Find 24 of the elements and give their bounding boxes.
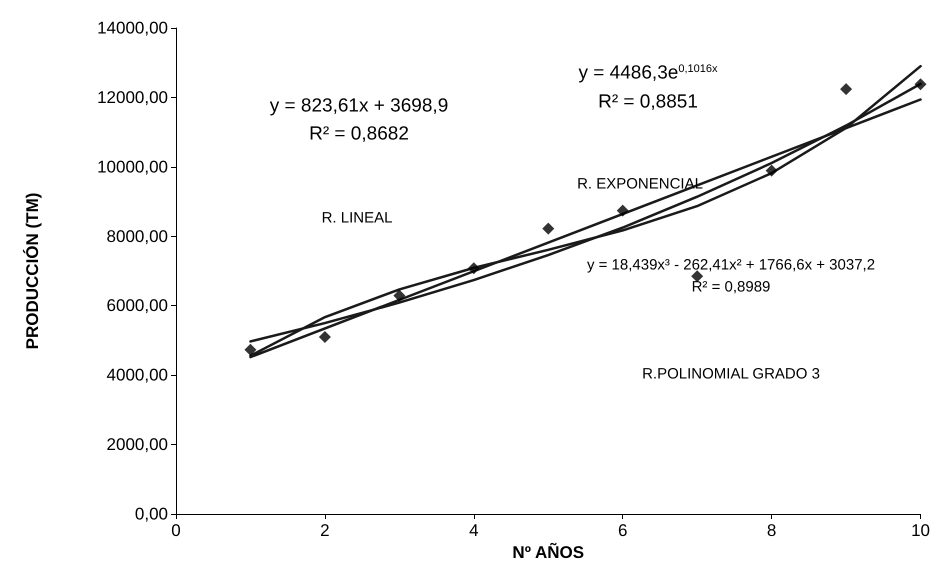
y-axis-title: PRODUCCIÓN (TM) bbox=[22, 192, 42, 350]
annotation: R. EXPONENCIAL bbox=[577, 176, 703, 192]
x-tick-label: 10 bbox=[911, 521, 930, 540]
y-tick-label: 10000,00 bbox=[97, 157, 168, 176]
annotation: R² = 0,8682 bbox=[309, 124, 409, 144]
x-tick-label: 8 bbox=[766, 521, 776, 540]
y-tick-label: 2000,00 bbox=[106, 435, 168, 454]
x-tick-label: 4 bbox=[469, 521, 479, 540]
y-tick-label: 14000,00 bbox=[97, 18, 168, 38]
annotation: y = 18,439x³ - 262,41x² + 1766,6x + 3037,2 bbox=[586, 256, 876, 274]
y-tick-label: 6000,00 bbox=[106, 296, 168, 316]
annotation: R² = 0,8851 bbox=[598, 92, 698, 112]
y-tick-label: 12000,00 bbox=[97, 88, 168, 107]
annotation: R.POLINOMIAL GRADO 3 bbox=[642, 366, 820, 382]
x-tick-label: 6 bbox=[618, 521, 628, 540]
annotation: R² = 0,8989 bbox=[692, 278, 770, 296]
x-axis-title: Nº AÑOS bbox=[512, 542, 584, 562]
annotation: R. LINEAL bbox=[322, 210, 392, 226]
annotation: y = 823,61x + 3698,9 bbox=[270, 96, 448, 116]
x-tick-label: 2 bbox=[320, 521, 330, 540]
y-tick-label: 0,00 bbox=[134, 504, 168, 524]
y-tick-label: 4000,00 bbox=[106, 366, 168, 385]
x-tick-label: 0 bbox=[171, 521, 181, 540]
y-tick-label: 8000,00 bbox=[106, 226, 168, 246]
